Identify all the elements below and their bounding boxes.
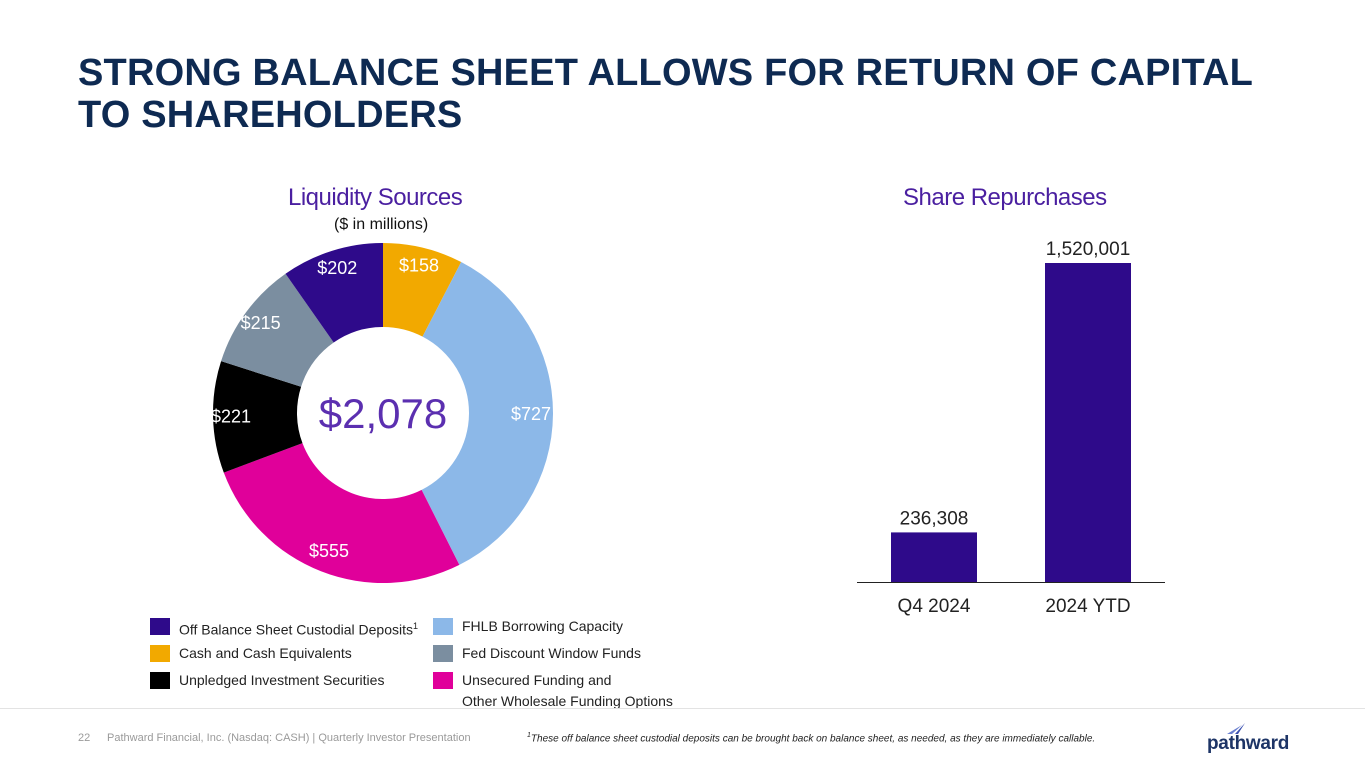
donut-label-unpledged-investment-securities: $221 <box>211 407 251 427</box>
legend-item-unpledged: Unpledged Investment Securities <box>150 670 384 691</box>
legend-label-off-balance: Off Balance Sheet Custodial Deposits1 <box>179 621 419 638</box>
footer-divider <box>0 708 1365 709</box>
donut-slice-cash-and-cash-equivalents <box>383 243 462 337</box>
legend-swatch-unpledged <box>150 672 170 689</box>
donut-label-off-balance-sheet-custodial-deposits: $202 <box>317 258 357 278</box>
donut-slice-fhlb-borrowing-capacity <box>421 262 553 565</box>
legend-label-fhlb: FHLB Borrowing Capacity <box>462 618 624 634</box>
repurchase-chart-title: Share Repurchases <box>903 184 1107 211</box>
legend-item-off-balance: Off Balance Sheet Custodial Deposits1 <box>150 616 418 641</box>
pathward-logo-text: pathward <box>1207 733 1290 754</box>
donut-slice-unpledged-investment-securities <box>213 361 303 473</box>
legend-swatch-fhlb <box>433 618 453 635</box>
legend-swatch-fed <box>433 645 453 662</box>
legend-item-unsecured: Unsecured Funding and Other Wholesale Fun… <box>433 670 673 712</box>
bar-value-label-2024-ytd: 1,520,001 <box>1046 239 1131 260</box>
liquidity-chart-title: Liquidity Sources <box>288 184 463 211</box>
page-title: STRONG BALANCE SHEET ALLOWS FOR RETURN O… <box>78 52 1253 136</box>
donut-label-unsecured-funding-and-other-wholesale-funding-options: $555 <box>309 541 349 561</box>
footer-company: Pathward Financial, Inc. (Nasdaq: CASH) … <box>107 732 471 744</box>
donut-label-cash-and-cash-equivalents: $158 <box>399 255 439 275</box>
legend-swatch-cash <box>150 645 170 662</box>
legend-item-fed: Fed Discount Window Funds <box>433 643 641 664</box>
legend-label-cash: Cash and Cash Equivalents <box>179 645 352 661</box>
legend-swatch-unsecured <box>433 672 453 689</box>
legend-label-fed: Fed Discount Window Funds <box>462 645 641 661</box>
donut-slice-unsecured-funding-and-other-wholesale-funding-options <box>223 443 460 583</box>
page-number: 22 <box>78 732 91 744</box>
bar-value-label-q4-2024: 236,308 <box>900 508 969 529</box>
bar-category-label-2024-ytd: 2024 YTD <box>1045 596 1130 617</box>
liquidity-chart-subtitle: ($ in millions) <box>334 216 429 233</box>
donut-center-total: $2,078 <box>319 390 447 437</box>
pathward-logo-icon <box>1227 723 1245 734</box>
donut-label-fed-discount-window-funds: $215 <box>241 313 281 333</box>
donut-slice-fed-discount-window-funds <box>221 273 334 387</box>
donut-slice-off-balance-sheet-custodial-deposits <box>285 243 383 343</box>
bar-q4-2024 <box>891 532 977 582</box>
bar-2024-ytd <box>1045 263 1131 582</box>
donut-label-fhlb-borrowing-capacity: $727 <box>511 404 551 424</box>
legend-label-unpledged: Unpledged Investment Securities <box>179 672 385 688</box>
bar-category-label-q4-2024: Q4 2024 <box>898 596 971 617</box>
legend-item-fhlb: FHLB Borrowing Capacity <box>433 616 623 637</box>
footnote: 1These off balance sheet custodial depos… <box>527 732 1096 745</box>
legend-item-cash: Cash and Cash Equivalents <box>150 643 352 664</box>
legend-swatch-off-balance <box>150 618 170 635</box>
legend-label-unsecured: Unsecured Funding and Other Wholesale Fun… <box>462 672 673 709</box>
